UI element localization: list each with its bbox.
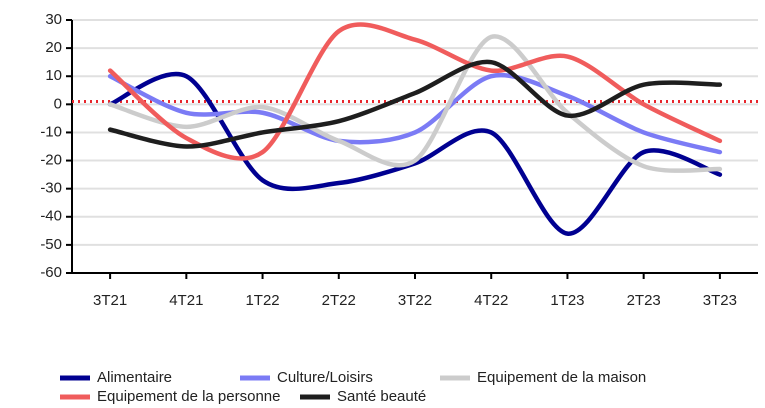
y-tick-label: -20	[40, 152, 62, 169]
y-tick-label: -30	[40, 180, 62, 197]
y-tick-label: 10	[45, 67, 62, 84]
legend-label: Equipement de la personne	[97, 388, 280, 405]
y-tick-label: -60	[40, 264, 62, 281]
x-tick-label: 1T23	[550, 292, 584, 309]
y-tick-label: 30	[45, 11, 62, 28]
x-tick-label: 1T22	[245, 292, 279, 309]
x-tick-label: 4T22	[474, 292, 508, 309]
x-tick-label: 3T23	[703, 292, 737, 309]
x-tick-label: 4T21	[169, 292, 203, 309]
series-line	[107, 72, 723, 155]
series-line	[107, 22, 723, 161]
y-tick-label: -50	[40, 236, 62, 253]
legend-label: Santé beauté	[337, 388, 426, 405]
legend-label: Alimentaire	[97, 369, 172, 386]
y-tick-label: -40	[40, 208, 62, 225]
legend-label: Equipement de la maison	[477, 369, 646, 386]
x-tick-label: 2T22	[322, 292, 356, 309]
y-tick-label: 20	[45, 39, 62, 56]
legend-label: Culture/Loisirs	[277, 369, 373, 386]
series-line	[107, 34, 723, 173]
y-tick-label: -10	[40, 123, 62, 140]
x-tick-label: 2T23	[627, 292, 661, 309]
series-line	[107, 71, 723, 236]
x-tick-label: 3T22	[398, 292, 432, 309]
y-tick-label: 0	[54, 95, 62, 112]
series-line	[107, 59, 723, 149]
x-tick-label: 3T21	[93, 292, 127, 309]
